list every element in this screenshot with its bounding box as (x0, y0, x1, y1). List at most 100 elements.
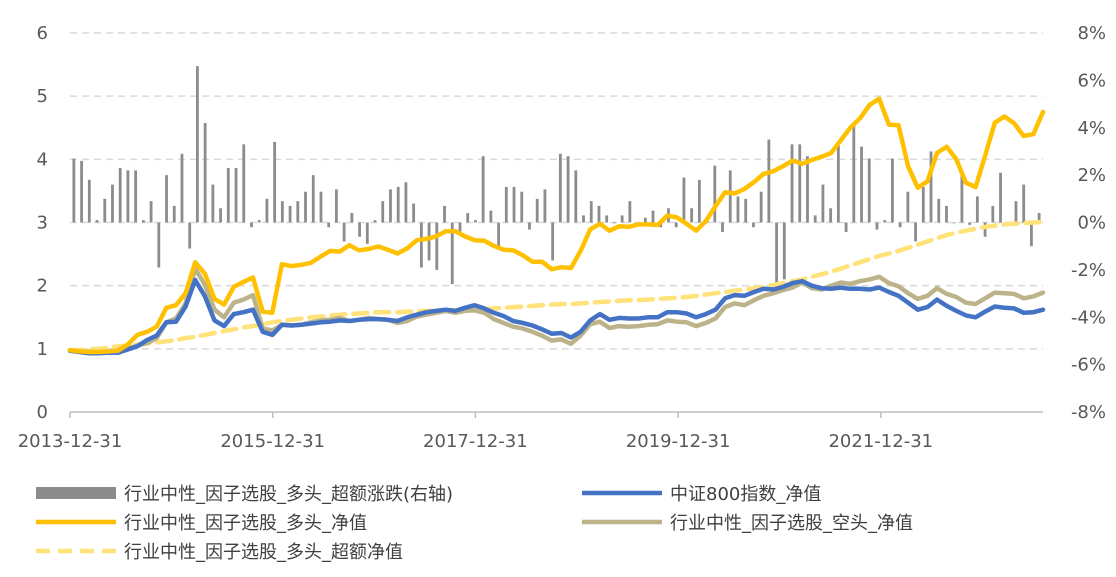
y-right-tick-label: -6% (1071, 355, 1106, 376)
bar (574, 170, 578, 223)
bar (242, 144, 246, 223)
bar (891, 158, 894, 223)
bar (736, 196, 740, 223)
bar (319, 191, 323, 223)
bar (875, 222, 879, 230)
excess-return-bars (72, 66, 1041, 294)
bar (983, 222, 987, 237)
bar (373, 220, 377, 223)
bar (288, 205, 292, 223)
bar (87, 179, 91, 223)
bar (458, 222, 462, 232)
bar (682, 177, 686, 223)
y-right-tick-label: 0% (1077, 213, 1106, 234)
legend-item-excess-return: 行业中性_因子选股_多头_超额涨跌(右轴) (36, 484, 453, 505)
bar (867, 158, 871, 223)
bar (914, 222, 917, 242)
bar (280, 201, 284, 223)
bar (196, 66, 199, 223)
x-tick-label: 2017-12-31 (423, 431, 528, 452)
bar (381, 201, 385, 223)
bar (512, 186, 516, 223)
bar (466, 213, 470, 223)
legend-item-long-nav: 行业中性_因子选股_多头_净值 (36, 513, 367, 534)
legend-item-excess-nav: 行业中性_因子选股_多头_超额净值 (36, 542, 403, 563)
y-right-tick-label: 4% (1077, 118, 1106, 139)
legend-label: 行业中性_因子选股_多头_超额净值 (124, 542, 403, 563)
bar (744, 198, 748, 223)
y-right-tick-label: 6% (1077, 70, 1106, 91)
bar (157, 222, 161, 268)
bar (389, 189, 392, 223)
tick-labels: 0 1 2 3 4 5 6 -8% -6% -4% -2% 0% 2% 4% 6% 8% 2013-12-31 2… (18, 23, 1106, 452)
bar (558, 153, 562, 223)
bar (806, 156, 809, 223)
bar (960, 172, 964, 223)
bar (620, 215, 624, 223)
bar (883, 220, 887, 223)
bar (443, 205, 446, 223)
bar (597, 205, 601, 223)
bar (528, 222, 531, 230)
bar (844, 222, 848, 232)
y-right-tick-label: -4% (1071, 307, 1106, 328)
bar (435, 222, 439, 270)
bar (296, 201, 300, 223)
bar (226, 168, 230, 223)
legend-swatch (36, 487, 116, 499)
legend-label: 行业中性_因子选股_多头_净值 (124, 513, 367, 534)
bar (234, 168, 238, 223)
bar (813, 215, 817, 223)
y-right-tick-label: 8% (1077, 23, 1106, 44)
bar (906, 191, 910, 223)
bar (273, 141, 277, 223)
bar (311, 175, 315, 223)
bar (118, 168, 122, 223)
bar (103, 198, 107, 223)
bar (304, 191, 307, 223)
bar (767, 139, 771, 223)
bar (821, 184, 825, 223)
bar (860, 146, 863, 223)
legend-label: 行业中性_因子选股_多头_超额涨跌(右轴) (124, 484, 453, 505)
legend-item-csi800: 中证800指数_净值 (582, 484, 821, 505)
bar (412, 203, 416, 223)
bar (999, 172, 1002, 223)
bar (759, 191, 763, 223)
bar (80, 160, 83, 223)
bar (991, 205, 995, 223)
bar (203, 123, 207, 223)
bar (929, 151, 933, 223)
y-left-tick-label: 0 (37, 402, 48, 423)
bar (396, 186, 400, 223)
bar (752, 222, 755, 228)
long-nav-line (67, 96, 1046, 355)
bar (551, 222, 555, 261)
bar (898, 222, 902, 228)
bar (149, 201, 153, 223)
bar (126, 170, 130, 223)
bar (852, 125, 856, 223)
bar (589, 201, 593, 223)
bar (520, 191, 524, 223)
bar (327, 222, 331, 228)
bar (95, 220, 99, 223)
bar (504, 186, 508, 223)
bar (250, 222, 253, 228)
y-left-tick-label: 1 (37, 339, 48, 360)
x-tick-label: 2013-12-31 (18, 431, 123, 452)
bar (829, 208, 833, 223)
bar (952, 222, 956, 224)
bar (265, 198, 269, 223)
bar (697, 179, 701, 223)
bar (365, 222, 369, 244)
bar (489, 210, 493, 223)
bar (968, 222, 972, 225)
bar (628, 201, 632, 223)
bar (543, 189, 547, 223)
bar (937, 198, 941, 223)
legend-item-short-nav: 行业中性_因子选股_空头_净值 (582, 513, 913, 534)
bar (713, 165, 717, 223)
y-left-tick-label: 4 (37, 149, 48, 170)
